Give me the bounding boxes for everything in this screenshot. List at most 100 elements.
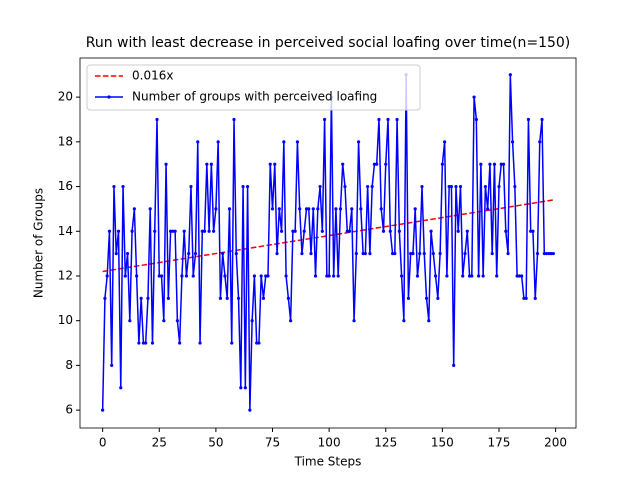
- data-point: [103, 296, 107, 300]
- data-point: [418, 252, 422, 256]
- data-point: [250, 319, 254, 323]
- data-point: [470, 274, 474, 278]
- data-point: [397, 229, 401, 233]
- data-point: [105, 274, 109, 278]
- data-point: [184, 274, 189, 278]
- data-point: [517, 274, 521, 278]
- data-point: [499, 162, 503, 166]
- data-point: [141, 341, 146, 345]
- data-point: [440, 162, 444, 166]
- data-point: [148, 207, 152, 211]
- data-point: [214, 207, 218, 211]
- data-point: [189, 184, 193, 189]
- x-tick-label: 125: [374, 436, 397, 450]
- data-point: [180, 274, 184, 278]
- data-point: [157, 274, 161, 278]
- data-point: [146, 296, 150, 300]
- data-point: [239, 386, 243, 390]
- data-point: [510, 140, 515, 144]
- data-point: [221, 252, 225, 256]
- data-point: [332, 274, 336, 278]
- data-point: [436, 296, 440, 300]
- data-point: [121, 184, 125, 189]
- data-point: [175, 319, 179, 323]
- data-point: [415, 274, 420, 278]
- data-point: [304, 207, 309, 211]
- data-point: [438, 252, 442, 256]
- data-point: [279, 229, 284, 233]
- legend-label: Number of groups with perceived loafing: [132, 90, 377, 104]
- y-tick-label: 14: [58, 224, 73, 238]
- data-point: [248, 408, 252, 412]
- data-point: [542, 252, 546, 256]
- data-point: [429, 229, 433, 233]
- x-tick-label: 200: [544, 436, 567, 450]
- data-point: [479, 162, 483, 166]
- data-point: [522, 296, 526, 300]
- data-point: [139, 296, 143, 300]
- data-point: [395, 117, 399, 122]
- y-tick-label: 16: [58, 179, 73, 193]
- data-point: [334, 207, 338, 211]
- data-point: [381, 229, 386, 233]
- data-point: [159, 274, 164, 278]
- data-point: [166, 296, 170, 300]
- y-axis-label: Number of Groups: [32, 188, 46, 298]
- data-point: [255, 341, 259, 345]
- data-point: [150, 341, 155, 345]
- data-point: [368, 252, 372, 256]
- data-point: [384, 162, 388, 166]
- data-point: [363, 252, 367, 256]
- data-point: [347, 229, 352, 233]
- data-point: [336, 274, 340, 278]
- data-point: [119, 386, 123, 390]
- data-point: [323, 117, 327, 122]
- data-point: [424, 296, 429, 300]
- data-point: [551, 252, 555, 256]
- data-point: [544, 252, 549, 256]
- data-point: [486, 207, 490, 211]
- data-point: [313, 274, 318, 278]
- legend-box: [86, 64, 421, 111]
- data-point: [504, 229, 508, 233]
- data-point: [178, 341, 182, 345]
- data-point: [390, 252, 395, 256]
- plot-frame: [79, 57, 577, 429]
- data-point: [187, 252, 191, 256]
- data-point: [198, 341, 202, 345]
- data-point: [327, 274, 331, 278]
- data-point: [205, 162, 209, 166]
- data-point: [467, 274, 472, 278]
- data-point: [277, 207, 281, 211]
- data-point: [252, 274, 256, 278]
- data-point: [245, 184, 250, 189]
- data-point: [266, 274, 270, 278]
- data-point: [341, 162, 345, 166]
- y-tick-label: 8: [65, 358, 73, 372]
- data-point: [370, 184, 374, 189]
- data-point: [123, 274, 127, 278]
- data-point: [125, 252, 130, 256]
- x-tick-label: 50: [208, 436, 223, 450]
- data-point: [533, 296, 537, 300]
- data-point: [477, 274, 481, 278]
- data-point: [270, 207, 275, 211]
- data-point: [420, 184, 424, 189]
- data-point: [298, 207, 302, 211]
- x-tick-label: 175: [488, 436, 511, 450]
- data-point: [225, 296, 229, 300]
- data-point: [454, 184, 458, 189]
- data-point: [361, 252, 365, 256]
- x-tick-label: 150: [431, 436, 454, 450]
- chart-title: Run with least decrease in perceived soc…: [86, 35, 571, 51]
- data-point: [413, 207, 417, 211]
- data-point: [164, 162, 168, 166]
- data-point: [508, 73, 512, 77]
- data-point: [529, 229, 533, 233]
- data-point: [463, 252, 467, 256]
- data-point: [409, 252, 413, 256]
- data-point: [207, 229, 211, 233]
- data-point: [386, 117, 390, 122]
- data-point: [196, 140, 200, 144]
- y-tick-label: 10: [58, 313, 73, 327]
